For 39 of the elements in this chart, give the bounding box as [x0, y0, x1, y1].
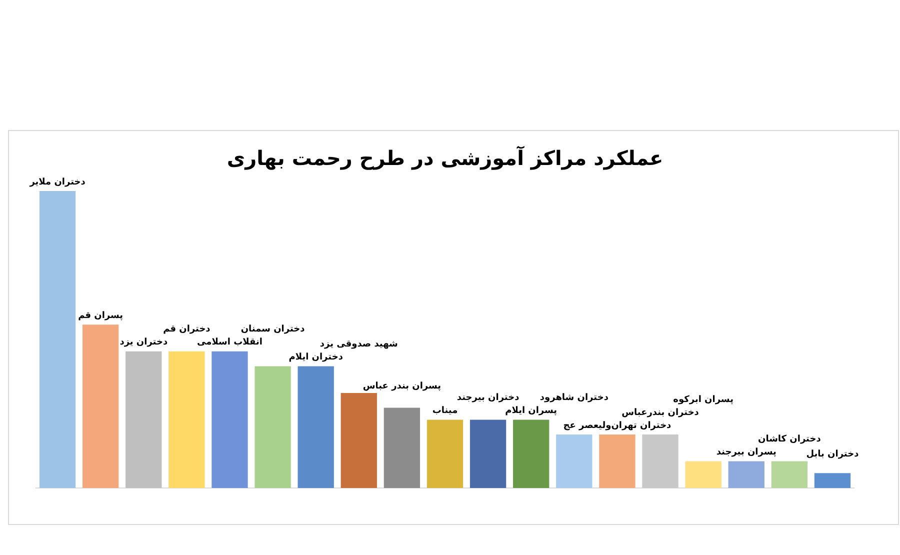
- bar: [39, 191, 76, 488]
- bar: [384, 408, 420, 488]
- bar: [470, 420, 506, 488]
- chart-title: عملکرد مراکز آموزشی در طرح رحمت بهاری: [226, 145, 664, 170]
- x-tick-label: دختران شاهرود: [540, 393, 609, 404]
- bar: [771, 461, 808, 488]
- x-tick-label: پسران بندر عباس: [362, 381, 442, 392]
- x-tick-label: پسران قم: [78, 310, 124, 321]
- x-tick-label: پسران ابرکوه: [673, 394, 734, 405]
- bar: [168, 351, 205, 488]
- bar: [599, 434, 636, 488]
- bar: [126, 351, 162, 488]
- bar: [556, 434, 592, 488]
- x-tick-label: دختران سمنان: [240, 324, 306, 335]
- x-tick-label: دختران ملایر: [28, 177, 86, 188]
- bar: [728, 461, 764, 488]
- x-tick-label: پسران بیرجند: [716, 448, 776, 458]
- bar: [513, 420, 550, 488]
- x-tick-label: دختران بیرجند: [456, 393, 520, 404]
- x-tick-label: دختران بندرعباس: [622, 408, 700, 418]
- x-tick-label: دختران تهران‌ولیعصر عج: [563, 420, 672, 431]
- bar: [298, 366, 334, 488]
- x-tick-label: دختران قم: [163, 324, 211, 335]
- x-tick-label: دختران ایلام: [288, 352, 344, 363]
- bar: [340, 392, 377, 488]
- x-tick-label: میناب: [432, 406, 458, 416]
- bar: [254, 366, 291, 488]
- x-tick-label: انقلاب اسلامی: [197, 338, 262, 348]
- bar: [82, 324, 119, 488]
- x-tick-label: شهید صدوقی یزد: [320, 340, 398, 350]
- x-tick-label: پسران ایلام: [505, 406, 558, 416]
- x-tick-label: دختران کاشان: [758, 434, 822, 445]
- bar: [642, 434, 678, 488]
- bar: [212, 351, 248, 488]
- bar: [426, 420, 464, 488]
- x-tick-label: دختران یزد: [120, 338, 168, 348]
- bar: [814, 473, 851, 488]
- x-tick-label: دختران بابل: [806, 450, 860, 460]
- bar: [685, 461, 722, 488]
